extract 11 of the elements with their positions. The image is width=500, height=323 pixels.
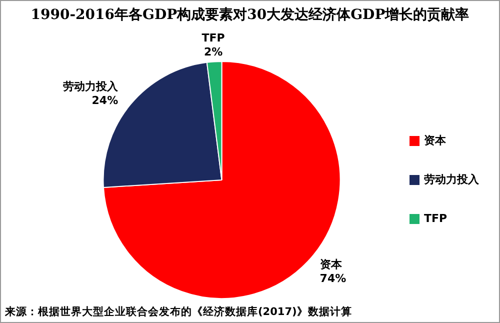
legend-label: 资本 <box>424 134 447 147</box>
chart-title: 1990-2016年各GDP构成要素对30大发达经济体GDP增长的贡献率 <box>30 6 470 25</box>
data-label: 2% <box>204 46 223 59</box>
legend-label: TFP <box>424 212 448 225</box>
data-label: 24% <box>92 94 118 108</box>
slice-label: 劳动力投入 <box>63 80 120 94</box>
slice-label: TFP <box>202 32 225 45</box>
data-label: 74% <box>320 272 346 285</box>
source-note: 来源：根据世界大型企业联合会发布的《经济数据库(2017)》数据计算 <box>5 305 352 319</box>
legend-label: 劳动力投入 <box>424 172 480 186</box>
slice-label: 资本 <box>320 258 343 271</box>
